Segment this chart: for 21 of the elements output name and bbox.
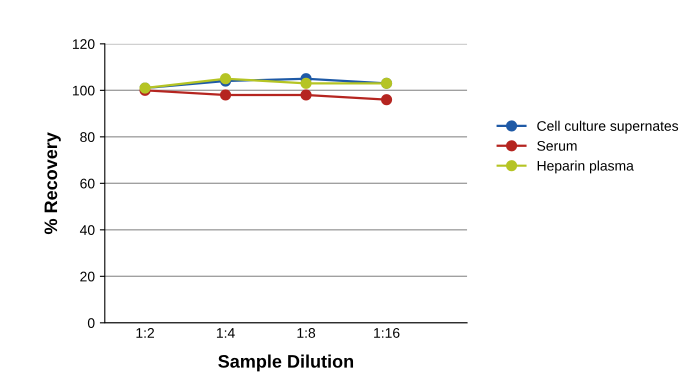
y-axis-title: % Recovery bbox=[44, 132, 61, 234]
point bbox=[381, 94, 392, 106]
point bbox=[300, 89, 312, 101]
legend-label: Serum bbox=[537, 140, 577, 151]
y-tick-label: 60 bbox=[80, 178, 95, 188]
y-tick-label: 0 bbox=[88, 318, 95, 328]
x-axis-title: Sample Dilution bbox=[218, 354, 354, 372]
x-tick-label: 1:4 bbox=[216, 328, 235, 338]
point bbox=[220, 89, 232, 101]
y-tick-label: 100 bbox=[72, 86, 95, 96]
legend-label: Heparin plasma bbox=[538, 160, 634, 174]
legend-label: Cell culture supernates bbox=[537, 120, 678, 134]
point bbox=[220, 73, 232, 84]
y-tick-label: 20 bbox=[80, 272, 95, 282]
point bbox=[300, 78, 312, 89]
y-tick-label: 40 bbox=[80, 225, 95, 235]
x-tick-label: 1:16 bbox=[374, 328, 400, 338]
y-tick-label: 120 bbox=[72, 39, 95, 50]
x-tick-label: 1:8 bbox=[297, 328, 316, 338]
y-tick-label: 80 bbox=[80, 132, 95, 142]
x-tick-label: 1:2 bbox=[136, 328, 154, 338]
